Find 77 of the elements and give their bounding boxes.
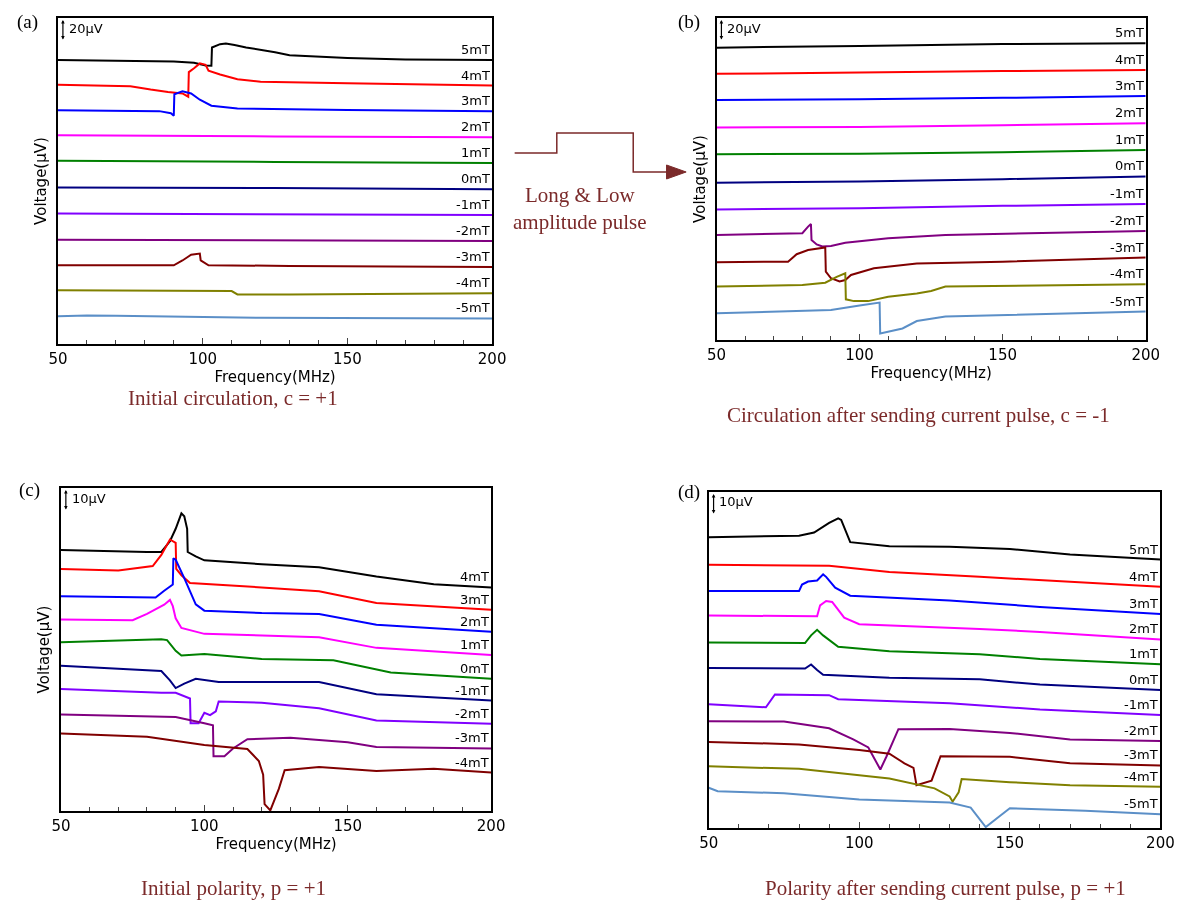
x-tick-label: 200 [1131, 345, 1161, 364]
text: Long & Low amplitude pulse [513, 183, 647, 235]
series-label: 3mT [1129, 596, 1158, 611]
text: Initial polarity, p = +1 [141, 876, 327, 900]
series-label: -1mT [456, 197, 490, 212]
text: 10µV [72, 491, 106, 506]
x-tick-label: 150 [995, 833, 1025, 852]
series-label: -2mT [1124, 723, 1158, 738]
x-tick-label: 150 [988, 345, 1017, 364]
series-label: 5mT [461, 42, 490, 57]
x-tick-label: 200 [476, 816, 506, 835]
x-tick-label: 50 [699, 833, 719, 852]
series-label: 1mT [1129, 646, 1158, 661]
series-label: -4mT [1110, 266, 1144, 281]
series-label: 3mT [460, 592, 489, 607]
series-label: -2mT [456, 223, 490, 238]
series-label: -5mT [456, 300, 490, 315]
x-tick-label: 100 [844, 833, 874, 852]
series-label: 0mT [460, 661, 489, 676]
series-label: 3mT [1115, 78, 1144, 93]
x-axis-title: Frequency(MHz) [215, 834, 337, 853]
series-label: -2mT [455, 706, 489, 721]
series-label: 2mT [1115, 105, 1144, 120]
series-label: 0mT [1115, 158, 1144, 173]
series-label: -3mT [455, 730, 489, 745]
series-label: 4mT [1129, 569, 1158, 584]
series-label: -1mT [1124, 697, 1158, 712]
x-tick-label: 100 [845, 345, 874, 364]
y-axis-title: Voltage(µV) [34, 605, 53, 694]
text: Initial circulation, c = +1 [128, 386, 338, 410]
series-label: 0mT [461, 171, 490, 186]
series-label: 2mT [461, 119, 490, 134]
series-label: -3mT [1110, 240, 1144, 255]
series-label: 1mT [1115, 132, 1144, 147]
x-tick-label: 150 [333, 349, 362, 368]
series-label: 0mT [1129, 672, 1158, 687]
series-label: -4mT [1124, 769, 1158, 784]
text: (d) [678, 481, 701, 503]
series-label: 5mT [1129, 542, 1158, 557]
text: Circulation after sending current pulse, c = -1 [727, 403, 1110, 427]
text: 20µV [727, 21, 761, 36]
y-axis-title: Voltage(µV) [32, 137, 51, 225]
series-label: 1mT [461, 145, 490, 160]
series-label: 3mT [461, 93, 490, 108]
x-tick-label: 50 [706, 345, 727, 364]
x-tick-label: 100 [188, 349, 218, 368]
x-tick-label: 50 [51, 816, 71, 835]
x-tick-label: 100 [190, 816, 219, 835]
x-tick-label: 150 [333, 816, 363, 835]
series-label: 4mT [461, 68, 490, 83]
series-label: -3mT [456, 249, 490, 264]
series-label: -4mT [455, 755, 489, 770]
text: 20µV [69, 21, 103, 36]
text: (b) [678, 11, 701, 33]
x-axis-title: Frequency(MHz) [870, 363, 992, 382]
series-label: 5mT [1115, 25, 1144, 40]
x-axis-title: Frequency(MHz) [214, 367, 336, 386]
series-label: -1mT [455, 683, 489, 698]
series-label: -5mT [1110, 294, 1144, 309]
x-tick-label: 200 [477, 349, 507, 368]
series-label: 2mT [1129, 621, 1158, 636]
text: 10µV [719, 494, 753, 509]
y-axis-title: Voltage(µV) [690, 135, 709, 223]
series-label: 1mT [460, 637, 489, 652]
series-label: -3mT [1124, 747, 1158, 762]
x-tick-label: 50 [48, 349, 68, 368]
text: Polarity after sending current pulse, p = +1 [765, 876, 1126, 900]
text: (c) [19, 479, 41, 501]
series-label: -1mT [1110, 186, 1144, 201]
text: (a) [17, 11, 39, 33]
series-label: 2mT [460, 614, 489, 629]
series-label: -5mT [1124, 796, 1158, 811]
series-label: 4mT [460, 569, 489, 584]
x-tick-label: 200 [1146, 833, 1175, 852]
series-label: -2mT [1110, 213, 1144, 228]
series-label: -4mT [456, 275, 490, 290]
series-label: 4mT [1115, 52, 1144, 67]
